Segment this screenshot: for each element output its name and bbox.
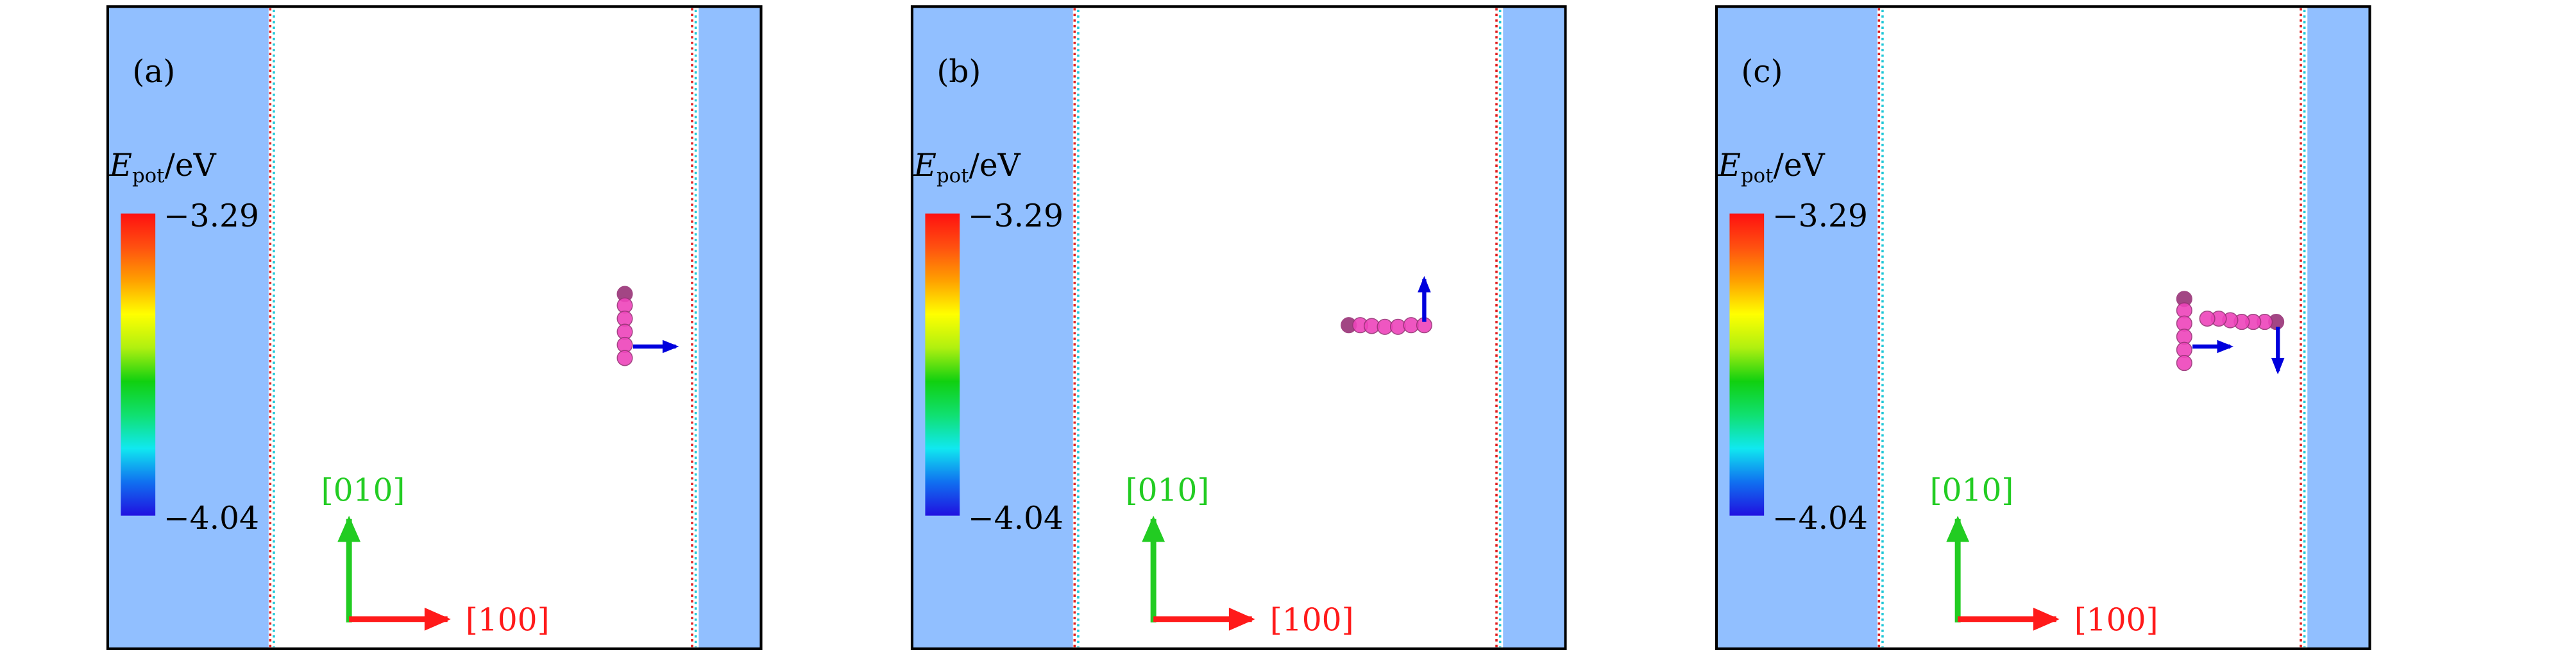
motion-arrow-up-head xyxy=(1418,275,1431,293)
panel-frame xyxy=(910,5,1567,650)
colorbar-max-label: −3.29 xyxy=(164,198,259,234)
axis-x-label: [100] xyxy=(1270,603,1354,639)
colorbar-title-subscript: pot xyxy=(1741,164,1774,187)
colorbar xyxy=(925,213,960,516)
colorbar-min-label: −4.04 xyxy=(164,501,259,536)
colorbar-title-symbol: E xyxy=(108,148,131,184)
right-slab xyxy=(1503,6,1566,649)
right-slab xyxy=(699,6,761,649)
axis-y-arrow-head xyxy=(1946,515,1970,542)
colorbar xyxy=(121,213,156,516)
vertical-chain-atom xyxy=(2176,355,2192,372)
axis-y-label: [010] xyxy=(1126,473,1210,509)
colorbar-title: Epot/eV xyxy=(913,148,1021,187)
motion-arrow-down-head xyxy=(2271,357,2285,375)
axis-y-label: [010] xyxy=(321,473,405,509)
motion-arrow-right-head xyxy=(2217,339,2234,354)
axis-x-label: [100] xyxy=(466,603,550,639)
right-slab xyxy=(2307,6,2370,649)
vertical-chain-atom xyxy=(616,350,633,366)
axis-x-arrow-head xyxy=(424,607,451,631)
colorbar-title-subscript: pot xyxy=(936,164,969,187)
colorbar-title-unit: /eV xyxy=(1773,148,1825,184)
axis-x-arrow-head xyxy=(2033,607,2060,631)
panel-c: (c) Epot/eV −3.29 −4.04 [010] [100] xyxy=(1715,5,2371,650)
axis-y-label: [010] xyxy=(1930,473,2014,509)
axis-y-arrow-head xyxy=(337,515,361,542)
axis-y-arrow-head xyxy=(1142,515,1165,542)
axis-x-arrow-head xyxy=(1228,607,1255,631)
colorbar-title-symbol: E xyxy=(913,148,936,184)
colorbar-min-label: −4.04 xyxy=(1772,501,1868,536)
panel-frame xyxy=(1715,5,2371,650)
panel-a: (a) Epot/eV −3.29 −4.04 [010] [100] xyxy=(106,5,763,650)
panel-frame xyxy=(106,5,763,650)
colorbar-title-symbol: E xyxy=(1718,148,1741,184)
axis-x-label: [100] xyxy=(2074,603,2158,639)
colorbar-title-subscript: pot xyxy=(132,164,165,187)
colorbar-title-unit: /eV xyxy=(969,148,1021,184)
panel-b: (b) Epot/eV −3.29 −4.04 [010] [100] xyxy=(910,5,1567,650)
panel-label: (b) xyxy=(936,54,981,90)
panel-label: (c) xyxy=(1741,54,1783,90)
motion-arrow-right-head xyxy=(662,339,679,354)
colorbar-title-unit: /eV xyxy=(164,148,216,184)
horizontal-chain-atom xyxy=(2199,310,2216,327)
colorbar-max-label: −3.29 xyxy=(1772,198,1868,234)
colorbar-title: Epot/eV xyxy=(1718,148,1826,187)
colorbar xyxy=(1729,213,1765,516)
panel-label: (a) xyxy=(132,54,175,90)
colorbar-min-label: −4.04 xyxy=(968,501,1063,536)
colorbar-title: Epot/eV xyxy=(108,148,216,187)
colorbar-max-label: −3.29 xyxy=(968,198,1063,234)
